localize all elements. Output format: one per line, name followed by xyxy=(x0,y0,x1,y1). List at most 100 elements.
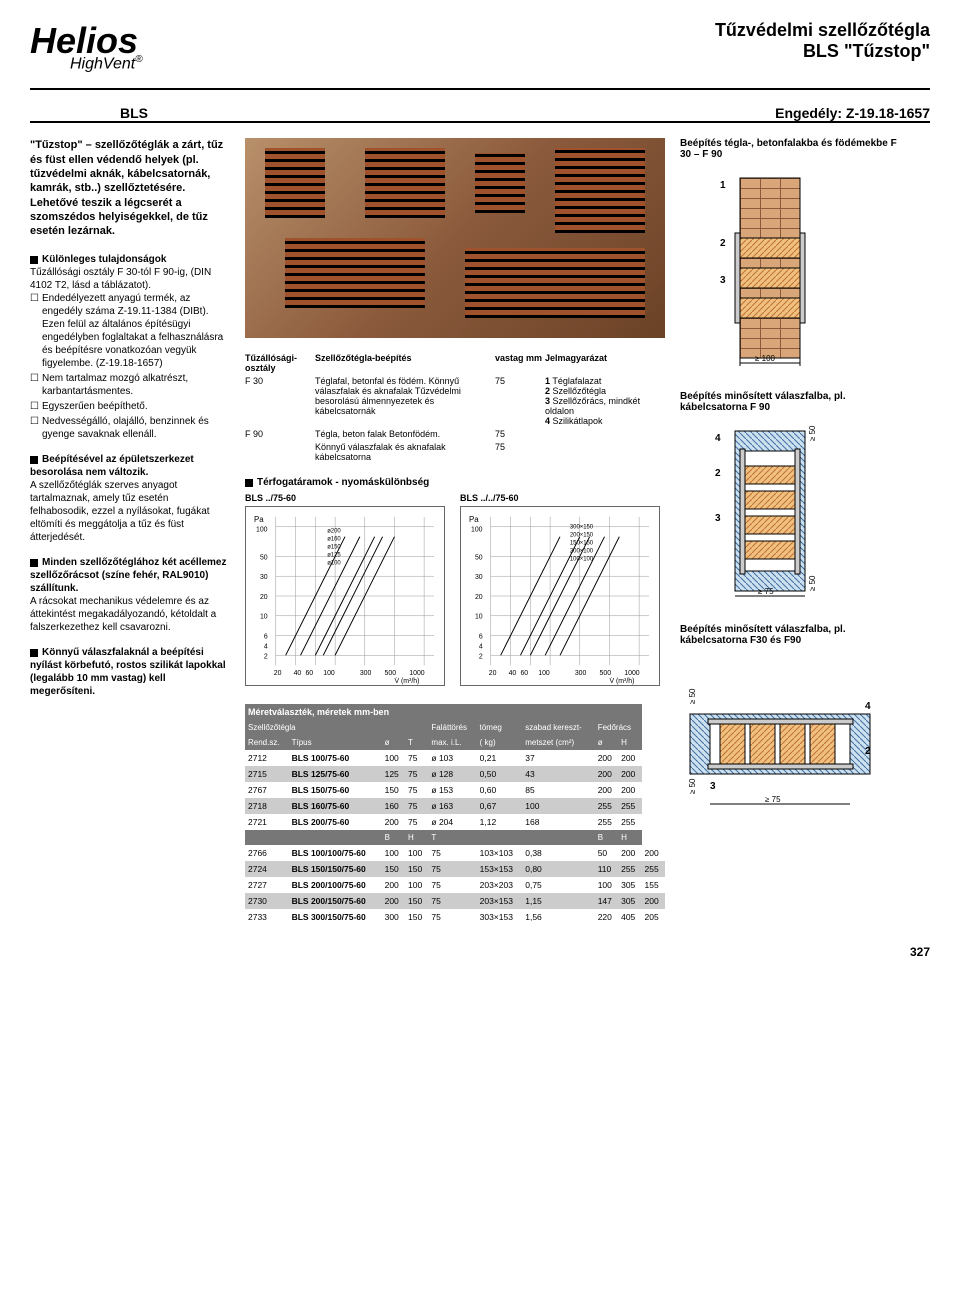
svg-text:Pa: Pa xyxy=(254,515,264,524)
svg-text:20: 20 xyxy=(274,670,282,677)
svg-text:V̇ (m³/h): V̇ (m³/h) xyxy=(609,677,634,685)
logo-block: Helios HighVent® xyxy=(30,20,143,73)
svg-text:ø125: ø125 xyxy=(327,553,341,559)
header-title-block: Tűzvédelmi szellőzőtégla BLS "Tűzstop" xyxy=(715,20,930,62)
properties-block: Különleges tulajdonságok Tűzállósági osz… xyxy=(30,253,230,441)
diag2-title: Beépítés minősített válaszfalba, pl. káb… xyxy=(680,391,900,413)
struct-block: Beépítésével az épületszerkezet besorolá… xyxy=(30,453,230,544)
spec-r0c0: F 30 xyxy=(245,376,315,426)
left-column: "Tűzstop" – szellőzőtéglák a zárt, tűz é… xyxy=(30,138,230,925)
svg-text:200×150: 200×150 xyxy=(570,533,594,539)
prop-body: Tűzállósági osztály F 30-tól F 90-ig, (D… xyxy=(30,267,211,291)
svg-text:100: 100 xyxy=(323,670,335,677)
svg-text:2: 2 xyxy=(865,746,871,757)
spec-h3: Jelmagyarázat xyxy=(545,353,665,373)
svg-text:1: 1 xyxy=(720,180,726,191)
size-table: Méretválaszték, méretek mm-ben Szellőzőt… xyxy=(245,704,665,925)
diag3-title: Beépítés minősített válaszfalba, pl. káb… xyxy=(680,624,900,646)
svg-text:50: 50 xyxy=(475,555,483,562)
svg-text:30: 30 xyxy=(475,575,483,582)
svg-text:2: 2 xyxy=(720,238,726,249)
spec-r0c2: 75 xyxy=(495,376,545,426)
svg-text:20: 20 xyxy=(475,594,483,601)
svg-text:10: 10 xyxy=(475,614,483,621)
spec-h2: vastag mm xyxy=(495,353,545,373)
svg-text:≥ 75: ≥ 75 xyxy=(765,795,781,804)
svg-text:6: 6 xyxy=(264,634,268,641)
svg-text:1000: 1000 xyxy=(624,670,640,677)
page-header: Helios HighVent® Tűzvédelmi szellőzőtégl… xyxy=(30,20,930,73)
struct-title: Beépítésével az épületszerkezet besorolá… xyxy=(30,454,194,478)
svg-text:100: 100 xyxy=(256,527,268,534)
sub-divider xyxy=(30,121,930,123)
flow-title: Térfogatáramok - nyomáskülönbség xyxy=(257,477,429,488)
svg-text:3: 3 xyxy=(710,781,716,792)
spec-r0c1: Téglafal, betonfal és födém. Könnyű vála… xyxy=(315,376,495,426)
svg-text:4: 4 xyxy=(264,644,268,651)
prop-item-1: Nem tartalmaz mozgó alkatrészt, karbanta… xyxy=(30,372,230,398)
svg-text:6: 6 xyxy=(479,634,483,641)
prop-title: Különleges tulajdonságok xyxy=(42,254,166,265)
svg-text:40: 40 xyxy=(509,670,517,677)
spec-r1c2: 75 xyxy=(495,429,545,439)
prop-item-0: Endedélyezett anyagú termék, az engedély… xyxy=(30,292,230,370)
svg-text:≥ 100: ≥ 100 xyxy=(755,354,776,363)
svg-text:≥ 50: ≥ 50 xyxy=(688,778,697,794)
svg-text:500: 500 xyxy=(385,670,397,677)
svg-text:ø100: ø100 xyxy=(327,561,341,567)
svg-text:2: 2 xyxy=(264,654,268,661)
diagram-3: Beépítés minősített válaszfalba, pl. káb… xyxy=(680,624,900,837)
svg-text:3: 3 xyxy=(715,513,721,524)
prop-item-2: Egyszerűen beépíthető. xyxy=(30,400,230,413)
spec-r2c1: Könnyű válaszfalak és aknafalak kábelcsa… xyxy=(315,442,495,462)
svg-text:60: 60 xyxy=(520,670,528,677)
light-title: Könnyű válaszfalaknál a beépítési nyílás… xyxy=(30,647,226,697)
svg-text:50: 50 xyxy=(260,555,268,562)
spec-r1c1: Tégla, beton falak Betonfödém. xyxy=(315,429,495,439)
diag1-title: Beépítés tégla-, betonfalakba és födémek… xyxy=(680,138,900,160)
header-divider xyxy=(30,88,930,90)
prop-item-3: Nedvességálló, olajálló, benzinnek és gy… xyxy=(30,415,230,441)
svg-text:100: 100 xyxy=(538,670,550,677)
page-number: 327 xyxy=(30,945,930,959)
spec-h0: Tűzállósági-osztály xyxy=(245,353,315,373)
svg-text:≥ 50: ≥ 50 xyxy=(808,575,817,591)
svg-text:≥ 50: ≥ 50 xyxy=(688,688,697,704)
svg-text:3: 3 xyxy=(720,275,726,286)
svg-text:4: 4 xyxy=(479,644,483,651)
svg-text:100: 100 xyxy=(471,527,483,534)
flow-section: Térfogatáramok - nyomáskülönbség BLS ../… xyxy=(245,477,665,689)
svg-text:150×150: 150×150 xyxy=(570,541,594,547)
svg-text:Pa: Pa xyxy=(469,515,479,524)
grille-title: Minden szellőzőtéglához két acéllemez sz… xyxy=(30,557,227,594)
svg-text:V̇ (m³/h): V̇ (m³/h) xyxy=(394,677,419,685)
struct-body: A szellőzőtéglák szerves anyagot tartalm… xyxy=(30,480,210,543)
svg-text:300: 300 xyxy=(575,670,587,677)
svg-text:30: 30 xyxy=(260,575,268,582)
svg-text:≥ 50: ≥ 50 xyxy=(808,425,817,441)
right-column: Beépítés tégla-, betonfalakba és födémek… xyxy=(680,138,900,925)
svg-text:1000: 1000 xyxy=(409,670,425,677)
spec-table: Tűzállósági-osztály Szellőzőtégla-beépít… xyxy=(245,353,665,462)
header-title-1: Tűzvédelmi szellőzőtégla xyxy=(715,20,930,41)
svg-text:2: 2 xyxy=(715,468,721,479)
svg-text:500: 500 xyxy=(600,670,612,677)
chart-2: BLS ../../75-60 Pa 10050302010642 xyxy=(460,493,660,689)
chart2-title: BLS ../../75-60 xyxy=(460,493,660,503)
svg-text:10: 10 xyxy=(260,614,268,621)
middle-column: Tűzállósági-osztály Szellőzőtégla-beépít… xyxy=(245,138,665,925)
svg-text:20: 20 xyxy=(260,594,268,601)
spec-r2c2: 75 xyxy=(495,442,545,462)
logo-text: Helios xyxy=(30,20,143,62)
approval-number: Engedély: Z-19.18-1657 xyxy=(775,105,930,121)
spec-r1c0: F 90 xyxy=(245,429,315,439)
diagram-2: Beépítés minősített válaszfalba, pl. káb… xyxy=(680,391,900,604)
svg-text:ø150: ø150 xyxy=(327,545,341,551)
svg-text:ø200: ø200 xyxy=(327,529,341,535)
spec-legend: 1 Téglafalazat 2 Szellőzőtégla 3 Szellőz… xyxy=(545,376,665,426)
svg-text:60: 60 xyxy=(305,670,313,677)
model-row: BLS Engedély: Z-19.18-1657 xyxy=(30,105,930,121)
svg-text:4: 4 xyxy=(715,433,721,444)
product-image xyxy=(245,138,665,338)
light-block: Könnyű válaszfalaknál a beépítési nyílás… xyxy=(30,646,230,698)
